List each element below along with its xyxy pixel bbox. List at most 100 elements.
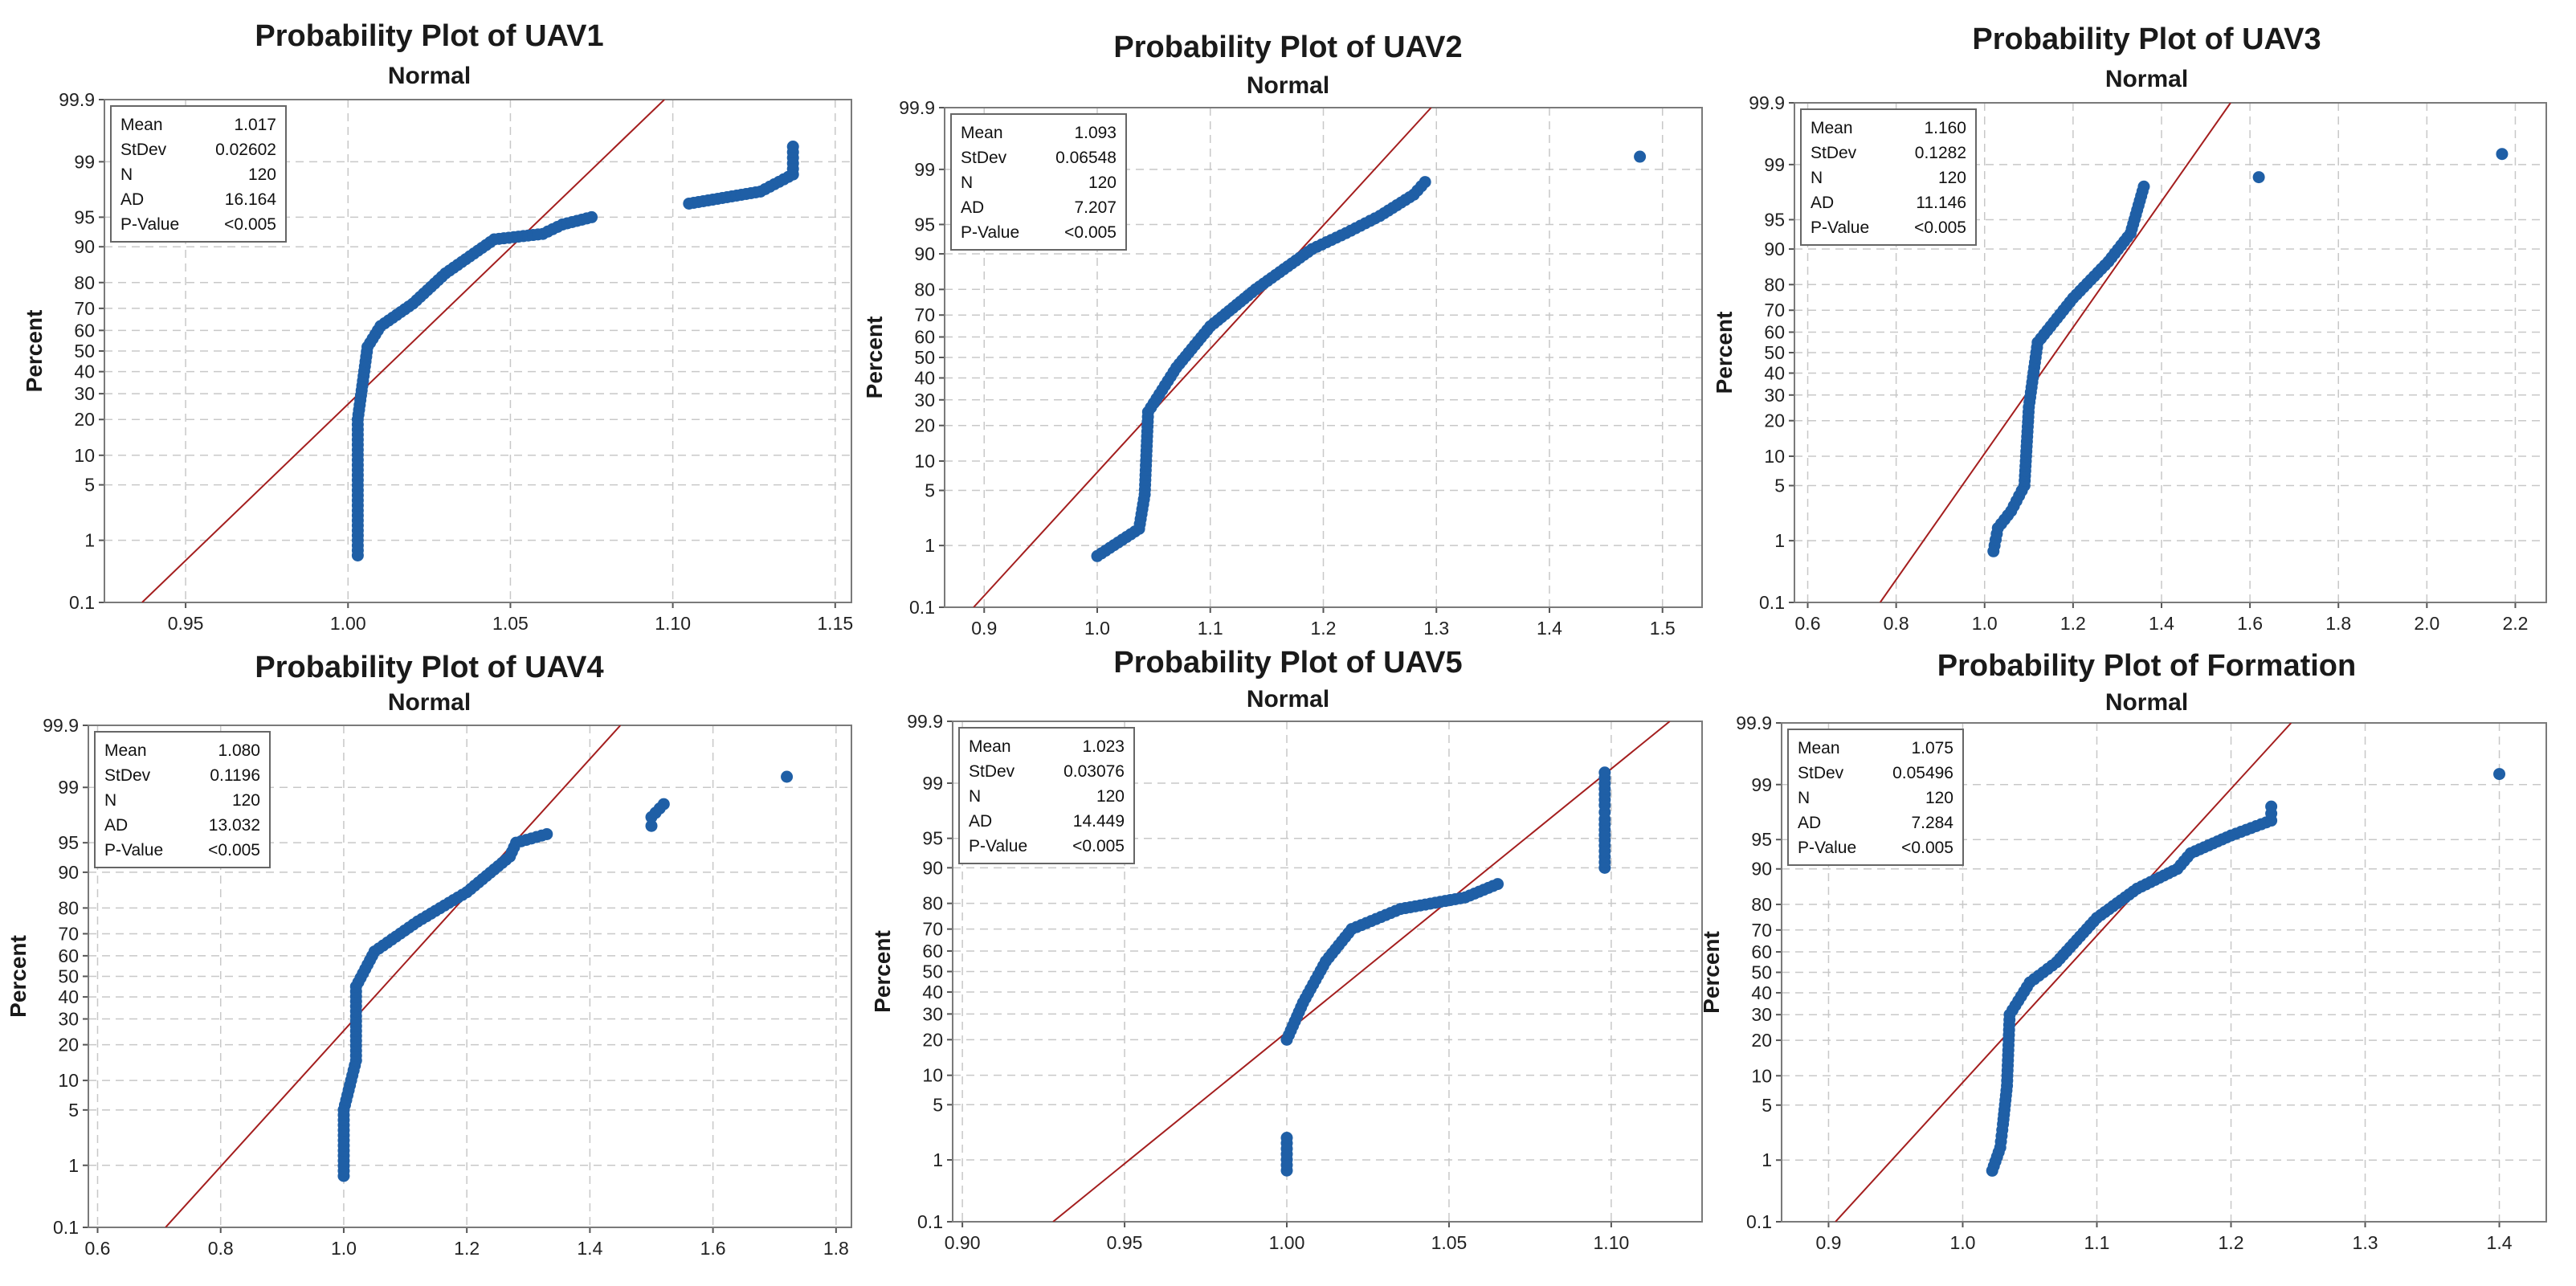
stats-value: 1.075	[1911, 739, 1953, 757]
stats-label: Mean	[969, 737, 1011, 756]
stats-value: 1.017	[234, 116, 276, 134]
stats-value: 11.146	[1916, 194, 1966, 212]
stats-label: P-Value	[120, 215, 179, 234]
y-tick-label: 0.1	[1759, 592, 1785, 613]
y-tick-label: 95	[1764, 209, 1785, 230]
chart-title: Probability Plot of Formation	[1937, 649, 2357, 683]
stats-value: 1.093	[1074, 124, 1117, 142]
data-point	[2137, 180, 2150, 193]
x-tick-label: 0.90	[945, 1232, 981, 1253]
y-tick-label: 30	[1751, 1004, 1772, 1025]
stats-label: N	[1811, 169, 1823, 187]
y-tick-label: 50	[58, 966, 79, 987]
y-tick-label: 70	[58, 923, 79, 944]
y-tick-label: 70	[1764, 300, 1785, 320]
chart-panel-uav1: Probability Plot of UAV1 Normal 0.1 1 5 10 2…	[0, 0, 859, 643]
y-tick-label: 99	[1751, 774, 1772, 795]
stats-value: 120	[1938, 169, 1966, 187]
chart-title: Probability Plot of UAV4	[255, 651, 604, 684]
x-tick-label: 1.0	[331, 1238, 357, 1259]
y-tick-label: 30	[1764, 385, 1785, 406]
x-tick-label: 0.8	[1884, 613, 1909, 634]
chart-title: Probability Plot of UAV1	[255, 19, 604, 53]
y-tick-label: 99.9	[899, 97, 935, 118]
stats-label: AD	[961, 198, 984, 217]
x-tick-label: 0.6	[84, 1238, 110, 1259]
y-tick-label: 99.9	[907, 711, 943, 732]
x-tick-label: 1.4	[2149, 613, 2174, 634]
stats-value: <0.005	[1072, 837, 1125, 855]
plot-frame	[952, 721, 1703, 1223]
y-tick-label: 30	[58, 1009, 79, 1030]
stats-value: 1.080	[218, 741, 260, 760]
stats-label: N	[120, 165, 133, 184]
x-tick-label: 0.9	[1815, 1232, 1841, 1253]
x-tick-label: 1.3	[1423, 618, 1449, 639]
stats-value: <0.005	[1914, 218, 1966, 237]
data-point	[1634, 150, 1647, 163]
y-tick-label: 90	[58, 862, 79, 883]
stats-value: 0.1196	[210, 766, 260, 785]
stats-label: Mean	[1798, 739, 1840, 757]
data-point	[2265, 800, 2278, 813]
x-tick-label: 1.6	[700, 1238, 726, 1259]
y-tick-label: 0.1	[917, 1211, 943, 1232]
y-tick-label: 5	[925, 480, 935, 501]
stats-label: N	[104, 791, 116, 810]
y-tick-label: 1	[925, 535, 935, 556]
stats-label: StDev	[104, 766, 151, 785]
stats-value: 120	[1925, 789, 1953, 807]
y-tick-label: 80	[1764, 274, 1785, 295]
y-axis-label: Percent	[1699, 931, 1724, 1014]
x-tick-label: 1.4	[1537, 618, 1562, 639]
y-tick-label: 70	[74, 298, 95, 319]
y-tick-label: 60	[74, 320, 95, 341]
fit-line	[1835, 723, 2292, 1222]
stats-value: <0.005	[224, 215, 276, 234]
y-tick-label: 40	[58, 986, 79, 1007]
y-tick-label: 10	[1751, 1065, 1772, 1086]
stats-value: 1.160	[1924, 119, 1966, 137]
y-tick-label: 10	[914, 451, 935, 472]
plot-frame	[1794, 102, 2547, 603]
data-point	[786, 141, 799, 153]
stats-value: 0.03076	[1063, 762, 1125, 781]
stats-value: 120	[232, 791, 260, 810]
stats-box	[94, 731, 271, 868]
stats-value: 16.164	[225, 190, 277, 209]
stats-label: N	[1798, 789, 1810, 807]
stats-box	[110, 105, 287, 243]
y-tick-label: 20	[922, 1029, 943, 1050]
y-tick-label: 99.9	[1736, 712, 1772, 733]
data-point	[2496, 148, 2509, 161]
y-tick-label: 80	[922, 893, 943, 914]
chart-panel-uav2: Probability Plot of UAV2 Normal 0.1 1 5 10 2…	[859, 0, 1717, 643]
plot-frame	[104, 99, 852, 603]
x-tick-label: 1.5	[1650, 618, 1676, 639]
data-points	[337, 770, 794, 1182]
y-tick-label: 95	[922, 828, 943, 849]
y-tick-label: 20	[1764, 410, 1785, 431]
y-tick-label: 30	[914, 390, 935, 410]
x-tick-label: 1.0	[1949, 1232, 1975, 1253]
stats-box	[958, 727, 1135, 864]
y-tick-label: 1	[1762, 1149, 1772, 1170]
y-tick-label: 95	[914, 214, 935, 235]
fit-line	[141, 100, 665, 602]
y-tick-label: 60	[922, 941, 943, 961]
y-tick-label: 0.1	[1746, 1211, 1772, 1232]
x-tick-label: 1.3	[2353, 1232, 2378, 1253]
y-tick-label: 70	[922, 919, 943, 940]
stats-value: 0.02602	[215, 141, 276, 159]
chart-subtitle: Normal	[2104, 66, 2189, 92]
x-tick-label: 1.2	[1311, 618, 1337, 639]
stats-label: N	[961, 174, 973, 192]
y-tick-label: 50	[1751, 962, 1772, 983]
stats-value: 0.06548	[1055, 149, 1117, 167]
y-tick-label: 1	[68, 1155, 79, 1176]
y-tick-label: 40	[74, 361, 95, 382]
x-tick-label: 0.8	[208, 1238, 234, 1259]
data-point	[657, 798, 670, 810]
data-point	[541, 827, 553, 840]
stats-value: 14.449	[1073, 812, 1125, 831]
